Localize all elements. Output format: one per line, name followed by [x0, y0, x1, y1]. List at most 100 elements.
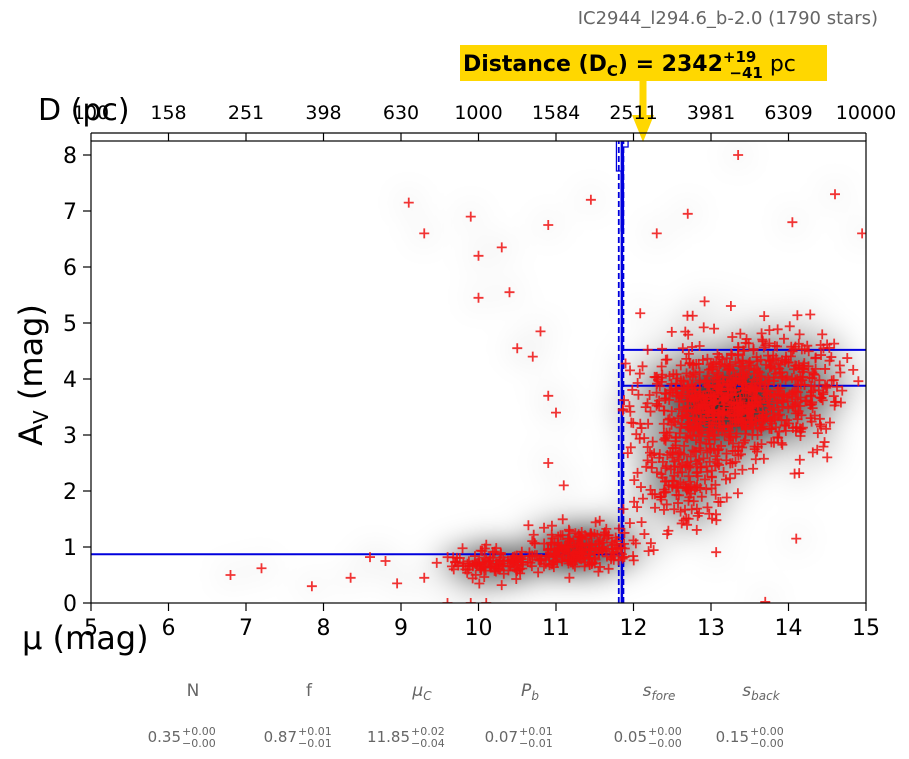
star-marker: [821, 423, 832, 434]
star-marker: [625, 442, 636, 453]
star-marker: [661, 476, 672, 487]
star-marker: [636, 517, 647, 528]
star-marker: [731, 417, 742, 428]
star-marker: [675, 375, 686, 386]
star-marker: [686, 481, 697, 492]
star-marker: [747, 420, 758, 431]
star-marker: [824, 342, 835, 353]
star-marker: [702, 502, 713, 513]
star-marker: [737, 383, 748, 394]
star-marker: [766, 423, 777, 434]
star-marker: [711, 515, 722, 526]
star-marker: [543, 458, 554, 468]
star-marker: [624, 401, 635, 412]
star-marker: [712, 367, 723, 378]
star-marker: [655, 491, 666, 502]
star-marker: [563, 548, 574, 559]
star-marker: [634, 433, 645, 444]
star-marker: [465, 598, 476, 603]
star-marker: [662, 529, 673, 540]
star-marker: [777, 401, 788, 412]
star-marker: [658, 418, 669, 429]
star-marker: [704, 401, 715, 412]
star-marker: [634, 368, 645, 379]
star-marker: [683, 412, 694, 423]
star-marker: [657, 343, 668, 354]
star-marker: [814, 375, 825, 386]
star-marker: [733, 450, 744, 461]
star-marker: [724, 473, 735, 484]
star-marker: [776, 415, 787, 426]
star-marker: [669, 504, 680, 515]
star-marker: [812, 428, 823, 439]
star-marker: [666, 326, 677, 337]
top-tick-label: 630: [383, 102, 419, 124]
star-marker: [816, 350, 827, 361]
star-marker: [686, 405, 697, 416]
star-marker: [649, 489, 660, 500]
star-marker: [702, 353, 713, 364]
x-tick-label: 13: [697, 616, 725, 641]
star-marker: [225, 570, 236, 580]
star-marker: [709, 373, 720, 384]
star-marker: [794, 329, 805, 340]
star-marker: [727, 445, 738, 456]
star-marker: [659, 405, 670, 416]
star-marker: [535, 326, 546, 337]
x-tick-label: 5: [84, 616, 98, 641]
star-marker: [685, 476, 696, 487]
star-marker: [748, 344, 759, 355]
star-marker: [794, 454, 805, 465]
star-marker: [676, 390, 687, 401]
star-marker: [738, 345, 749, 356]
param-name: Pb: [521, 681, 539, 703]
star-marker: [675, 506, 686, 517]
star-marker: [760, 376, 771, 387]
star-marker: [645, 406, 656, 417]
star-marker: [666, 378, 677, 389]
star-marker: [475, 563, 486, 574]
star-marker: [645, 538, 656, 549]
star-marker: [792, 310, 803, 321]
star-marker: [651, 228, 662, 239]
star-marker: [814, 413, 825, 424]
star-marker: [730, 468, 741, 479]
star-marker: [829, 400, 840, 411]
star-marker: [613, 523, 624, 534]
star-marker: [481, 598, 492, 603]
star-marker: [828, 391, 839, 402]
star-marker: [628, 555, 639, 566]
star-marker: [656, 372, 667, 383]
star-marker: [759, 311, 770, 322]
star-marker: [730, 456, 741, 467]
star-marker: [776, 437, 787, 448]
star-marker: [712, 444, 723, 455]
param-plus: +0.00: [182, 725, 216, 738]
star-marker: [695, 408, 706, 419]
star-marker: [767, 354, 778, 365]
star-marker: [797, 371, 808, 382]
star-marker: [533, 567, 544, 578]
star-marker: [817, 329, 828, 340]
y-tick-label: 2: [63, 480, 77, 505]
star-marker: [558, 480, 569, 491]
star-marker: [691, 524, 702, 535]
star-marker: [590, 517, 601, 528]
distance-callout-box: [460, 45, 827, 81]
star-marker: [642, 441, 653, 452]
star-marker: [527, 351, 538, 362]
star-marker: [795, 392, 806, 403]
star-marker: [737, 464, 748, 475]
star-marker: [853, 376, 864, 387]
star-marker: [698, 322, 709, 333]
param-minus: −0.00: [750, 737, 784, 750]
star-marker: [711, 356, 722, 367]
star-marker: [632, 502, 643, 513]
star-marker: [660, 388, 671, 399]
star-marker: [703, 434, 714, 445]
param-minus: −0.00: [182, 737, 216, 750]
star-marker: [665, 447, 676, 458]
star-marker: [725, 301, 736, 312]
star-marker: [673, 404, 684, 415]
star-marker: [479, 572, 490, 583]
